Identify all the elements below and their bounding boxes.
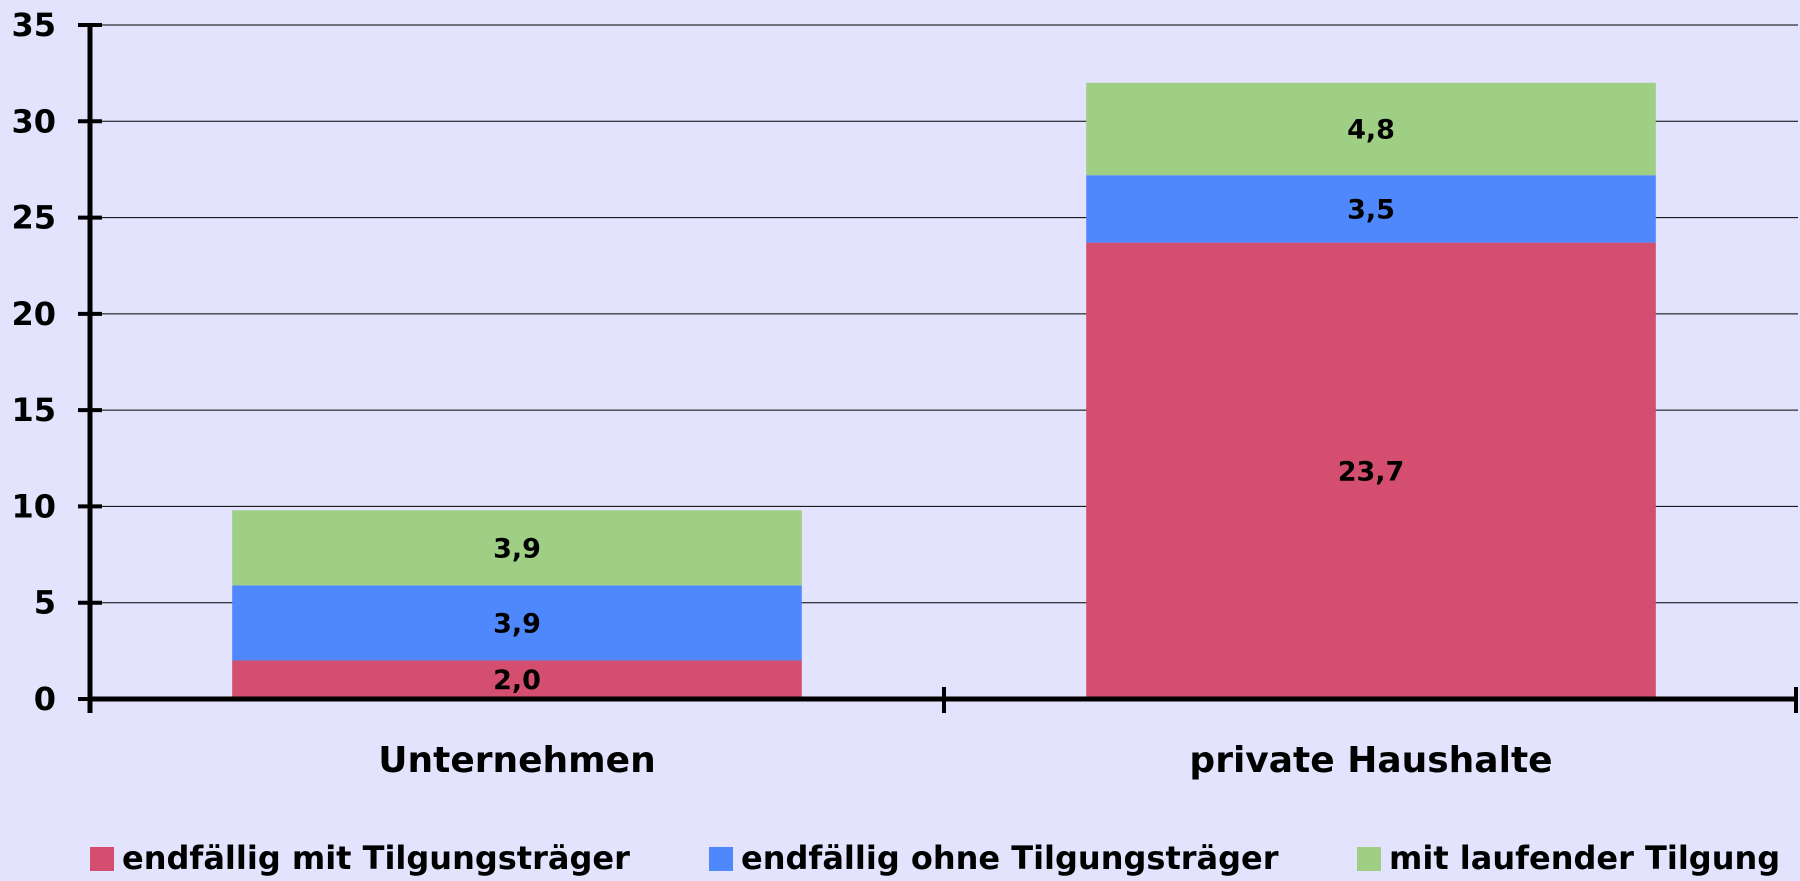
legend-swatch bbox=[1357, 847, 1381, 871]
bar-segment bbox=[232, 510, 802, 586]
value-label: 3,9 bbox=[493, 533, 541, 564]
value-label: 3,9 bbox=[493, 608, 541, 639]
y-tick-label: 25 bbox=[11, 199, 56, 237]
bar-segment bbox=[1086, 82, 1656, 176]
legend-label: endfällig ohne Tilgungsträger bbox=[741, 839, 1279, 877]
value-label: 3,5 bbox=[1347, 194, 1395, 225]
bar-segment bbox=[232, 585, 802, 661]
y-tick-label: 30 bbox=[11, 102, 56, 140]
value-label: 23,7 bbox=[1338, 456, 1405, 487]
y-tick-label: 5 bbox=[34, 584, 56, 622]
value-label: 4,8 bbox=[1347, 114, 1395, 145]
y-tick-label: 10 bbox=[11, 487, 56, 525]
legend-swatch bbox=[709, 847, 733, 871]
legend-swatch bbox=[90, 847, 114, 871]
y-tick-label: 35 bbox=[11, 6, 56, 44]
x-tick-label: private Haushalte bbox=[1189, 740, 1552, 781]
y-tick-label: 15 bbox=[11, 391, 56, 429]
legend-label: mit laufender Tilgung bbox=[1389, 839, 1780, 877]
bar-segment bbox=[232, 660, 802, 699]
bar-segment bbox=[1086, 175, 1656, 243]
legend-label: endfällig mit Tilgungsträger bbox=[122, 839, 630, 877]
y-tick-label: 0 bbox=[34, 680, 56, 718]
bar-segment bbox=[1086, 242, 1656, 699]
y-tick-label: 20 bbox=[11, 295, 56, 333]
x-tick-label: Unternehmen bbox=[378, 740, 655, 781]
value-label: 2,0 bbox=[493, 665, 541, 696]
